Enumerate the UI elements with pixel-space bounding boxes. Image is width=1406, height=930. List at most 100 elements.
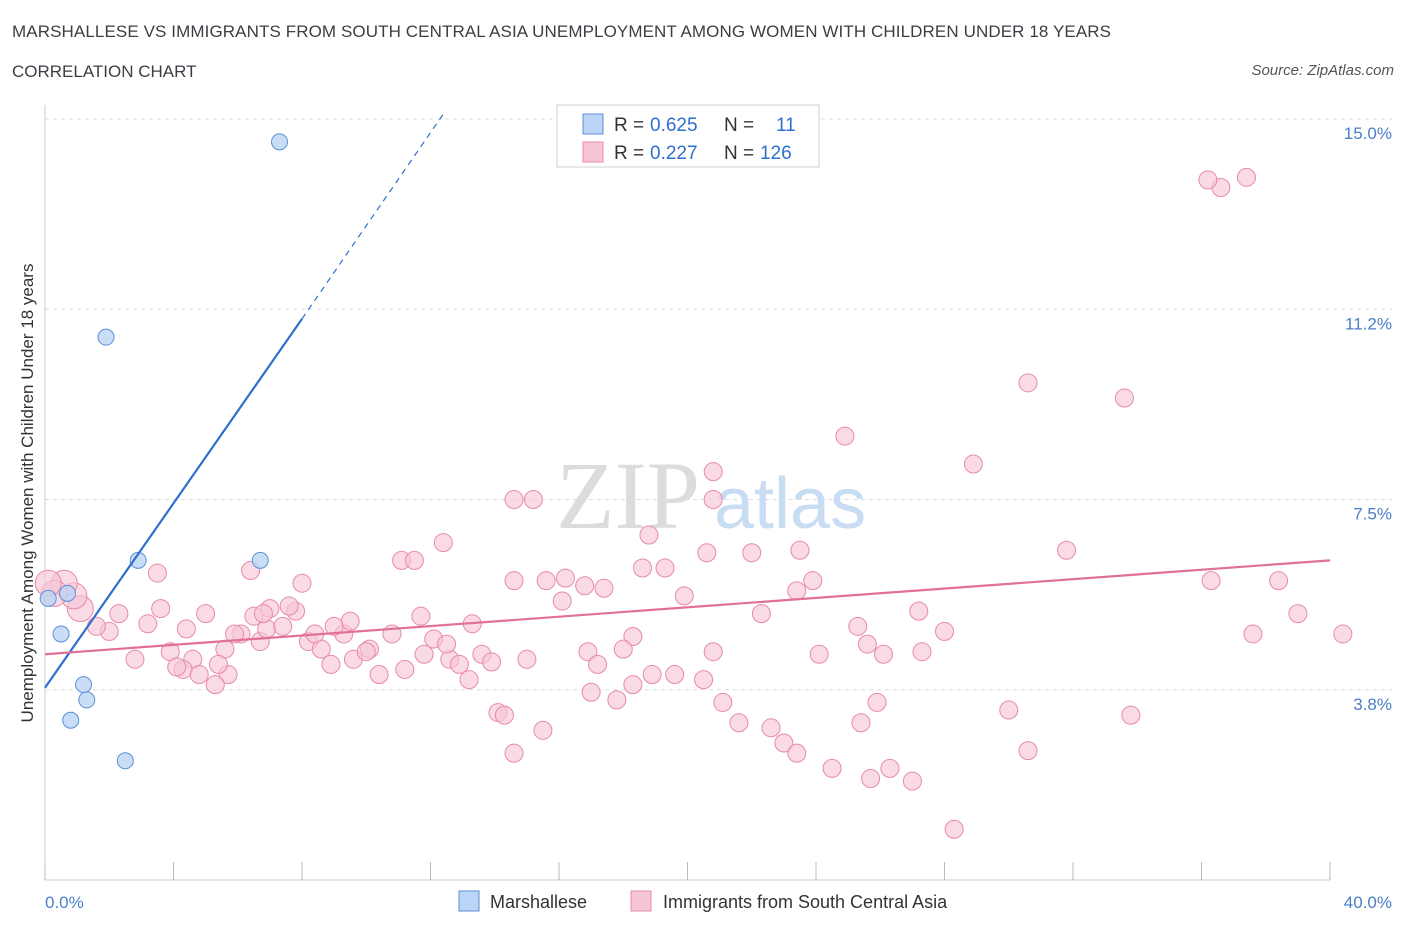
immigrants-point-8 [504, 490, 524, 509]
source-credit: Source: ZipAtlas.com [1251, 62, 1394, 79]
immigrants-point-126 [324, 616, 344, 636]
immigrants-point-11 [639, 525, 659, 545]
immigrants-point-66 [459, 670, 479, 690]
y-tick-label-3: 15.0% [1344, 124, 1392, 143]
immigrants-point-55 [321, 654, 341, 674]
immigrants-point-87 [851, 713, 871, 733]
legend-r-label-1: R = [614, 115, 644, 136]
immigrants-point-109 [109, 604, 129, 624]
immigrants-point-23 [575, 576, 595, 596]
immigrants-point-96 [1121, 705, 1141, 725]
immigrants-point-89 [867, 692, 887, 712]
immigrants-point-51 [273, 616, 293, 636]
immigrants-point-38 [751, 604, 771, 624]
immigrants-point-100 [411, 606, 431, 626]
legend-n-label-2: N = [724, 143, 754, 164]
immigrants-point-91 [902, 771, 922, 791]
watermark: ZIP atlas [556, 442, 866, 549]
immigrants-point-7 [703, 462, 723, 482]
immigrants-point-15 [790, 540, 810, 560]
immigrants-point-78 [665, 665, 685, 685]
immigrants-point-119 [167, 657, 187, 677]
immigrants-point-128 [437, 634, 457, 654]
immigrants-point-84 [787, 743, 807, 763]
immigrants-point-32 [1269, 571, 1289, 591]
marshallese-point-5 [52, 625, 70, 643]
watermark-zip: ZIP [556, 442, 700, 549]
immigrants-point-111 [86, 616, 106, 636]
chart-title: MARSHALLESE VS IMMIGRANTS FROM SOUTH CEN… [12, 22, 1112, 41]
immigrants-point-2 [1236, 167, 1256, 187]
legend-pink-swatch [582, 141, 604, 163]
immigrants-point-42 [613, 639, 633, 659]
immigrants-point-26 [674, 586, 694, 606]
x-tick-label-1: 40.0% [1344, 893, 1392, 912]
immigrants-point-95 [1018, 741, 1038, 761]
immigrants-point-1 [1198, 170, 1218, 190]
immigrants-point-79 [694, 670, 714, 690]
y-axis-label: Unemployment Among Women with Children U… [18, 264, 37, 723]
immigrants-point-75 [607, 690, 627, 710]
immigrants-point-30 [909, 601, 929, 621]
immigrants-point-29 [848, 616, 868, 636]
immigrants-point-124 [279, 596, 299, 616]
immigrants-point-101 [340, 611, 360, 631]
immigrants-point-123 [253, 604, 273, 624]
immigrants-point-17 [147, 563, 167, 583]
immigrants-point-22 [536, 571, 556, 591]
legend-n-value-1: 11 [776, 115, 796, 136]
immigrants-point-65 [449, 654, 469, 674]
legend-n-value-2: 126 [760, 143, 792, 164]
immigrants-point-4 [1114, 388, 1134, 408]
legend-marshallese-label: Marshallese [490, 892, 587, 912]
marshallese-point-4 [58, 584, 76, 602]
immigrants-point-21 [504, 571, 524, 591]
legend-r-value-1: 0.625 [650, 115, 698, 136]
marshallese-point-10 [116, 752, 134, 770]
immigrants-point-73 [581, 682, 601, 702]
legend-immigrants-swatch [630, 890, 652, 912]
immigrants-point-71 [533, 720, 553, 740]
immigrants-point-131 [594, 578, 614, 598]
immigrants-point-12 [433, 533, 453, 553]
immigrants-point-80 [713, 692, 733, 712]
immigrants-point-45 [196, 604, 216, 624]
immigrants-point-98 [517, 649, 537, 669]
immigrants-point-14 [697, 543, 717, 563]
immigrants-point-74 [588, 654, 608, 674]
immigrants-points [34, 167, 1353, 839]
immigrants-point-93 [944, 819, 964, 839]
legend-blue-swatch [582, 113, 604, 135]
y-tick-label-2: 11.2% [1345, 314, 1392, 333]
immigrants-point-5 [835, 426, 855, 446]
axes [44, 105, 1331, 881]
immigrants-point-130 [555, 568, 575, 588]
immigrants-trend-line [44, 559, 1331, 656]
immigrants-point-27 [787, 581, 807, 601]
immigrants-point-36 [857, 634, 877, 654]
immigrants-point-105 [208, 654, 228, 674]
immigrants-point-76 [623, 675, 643, 695]
legend-r-value-2: 0.227 [650, 143, 698, 164]
y-tick-label-1: 7.5% [1353, 505, 1392, 524]
immigrants-point-90 [880, 758, 900, 778]
immigrants-point-107 [151, 599, 171, 619]
immigrants-point-83 [774, 733, 794, 753]
immigrants-point-25 [742, 543, 762, 563]
immigrants-point-3 [1018, 373, 1038, 393]
immigrants-point-108 [138, 614, 158, 634]
marshallese-trend-line [44, 318, 303, 689]
immigrants-point-59 [369, 665, 389, 685]
immigrants-point-10 [703, 490, 723, 509]
immigrants-point-70 [504, 743, 524, 763]
immigrants-point-41 [623, 626, 643, 646]
immigrants-point-24 [655, 558, 675, 578]
immigrants-point-77 [642, 665, 662, 685]
immigrants-point-81 [729, 713, 749, 733]
immigrants-point-94 [999, 700, 1019, 720]
immigrants-point-13 [633, 558, 653, 578]
marshallese-point-0 [271, 133, 289, 151]
immigrants-point-69 [494, 705, 514, 725]
immigrants-point-129 [482, 652, 502, 672]
